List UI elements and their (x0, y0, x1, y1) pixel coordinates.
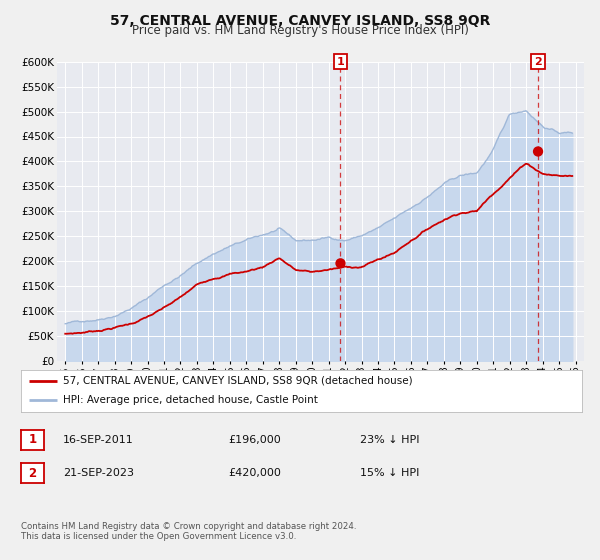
Text: 23% ↓ HPI: 23% ↓ HPI (360, 435, 419, 445)
Text: £420,000: £420,000 (228, 468, 281, 478)
Text: 21-SEP-2023: 21-SEP-2023 (63, 468, 134, 478)
Point (533, 147, 543, 156)
Text: 2: 2 (28, 466, 37, 480)
Text: 57, CENTRAL AVENUE, CANVEY ISLAND, SS8 9QR: 57, CENTRAL AVENUE, CANVEY ISLAND, SS8 9… (110, 14, 490, 28)
Text: 1: 1 (28, 433, 37, 446)
Text: This data is licensed under the Open Government Licence v3.0.: This data is licensed under the Open Gov… (21, 532, 296, 541)
Text: 16-SEP-2011: 16-SEP-2011 (63, 435, 134, 445)
Text: 2: 2 (534, 57, 542, 67)
Text: HPI: Average price, detached house, Castle Point: HPI: Average price, detached house, Cast… (63, 395, 318, 405)
Text: 57, CENTRAL AVENUE, CANVEY ISLAND, SS8 9QR (detached house): 57, CENTRAL AVENUE, CANVEY ISLAND, SS8 9… (63, 376, 413, 386)
Text: £196,000: £196,000 (228, 435, 281, 445)
Text: Price paid vs. HM Land Registry's House Price Index (HPI): Price paid vs. HM Land Registry's House … (131, 24, 469, 37)
Text: 1: 1 (337, 57, 344, 67)
Point (335, 259, 345, 268)
Text: 15% ↓ HPI: 15% ↓ HPI (360, 468, 419, 478)
Text: Contains HM Land Registry data © Crown copyright and database right 2024.: Contains HM Land Registry data © Crown c… (21, 522, 356, 531)
